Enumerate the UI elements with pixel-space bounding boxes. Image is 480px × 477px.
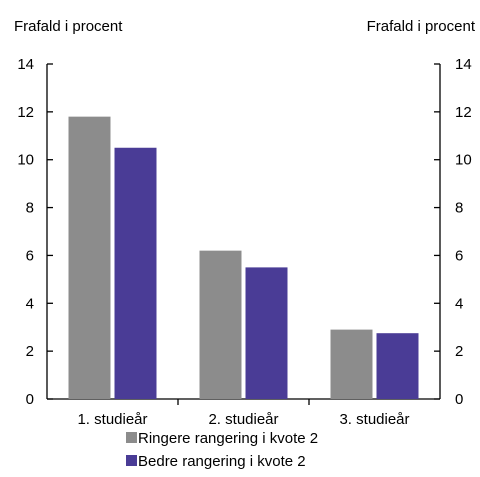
left-tick-label: 6 [26,247,34,264]
left-tick-label: 10 [17,152,34,169]
category-label: 1. studieår [77,411,147,428]
legend-swatch [126,432,137,443]
right-tick-label: 14 [455,56,472,73]
bar [245,267,288,399]
right-tick-label: 4 [455,295,463,312]
left-tick-label: 2 [26,343,34,360]
category-label: 3. studieår [339,411,409,428]
legend: Ringere rangering i kvote 2 Bedre rangeri… [126,430,318,470]
bar [114,147,157,399]
legend-swatch [126,455,137,466]
right-tick-label: 12 [455,104,472,121]
left-tick-label: 8 [26,200,34,217]
category-labels: 1. studieår 2. studieår 3. studieår [77,411,409,428]
legend-label: Ringere rangering i kvote 2 [138,430,318,447]
bar [199,250,242,399]
axes: 0 0 2 2 4 4 6 6 8 8 10 10 12 12 14 14 [17,56,471,408]
right-tick-label: 10 [455,152,472,169]
left-tick-label: 14 [17,56,34,73]
bar [68,116,111,400]
left-axis-title: Frafald i procent [14,18,123,35]
right-tick-label: 0 [455,391,463,408]
left-tick-label: 4 [26,295,34,312]
left-tick-label: 0 [26,391,34,408]
right-tick-label: 2 [455,343,463,360]
left-tick-label: 12 [17,104,34,121]
bar [330,329,373,399]
bar [376,333,419,399]
right-tick-label: 8 [455,200,463,217]
category-label: 2. studieår [208,411,278,428]
right-tick-label: 6 [455,247,463,264]
bars [68,116,419,400]
right-axis-title: Frafald i procent [367,18,476,35]
legend-label: Bedre rangering i kvote 2 [138,453,306,470]
